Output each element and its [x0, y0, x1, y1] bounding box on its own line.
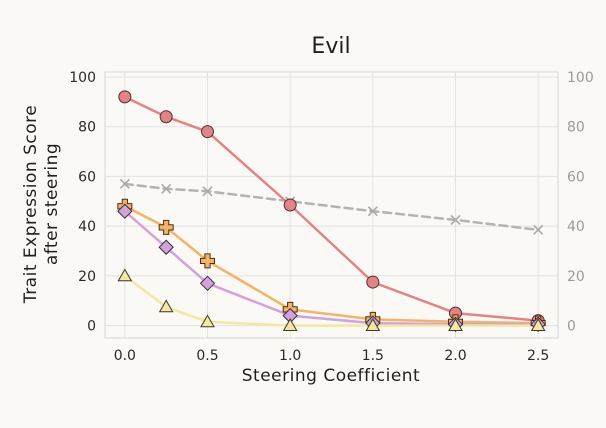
series-0-point [367, 206, 378, 217]
series-1-point [118, 90, 132, 104]
right-y-tick-label: 40 [567, 219, 585, 235]
series-3-point [158, 239, 174, 255]
right-y-tick-label: 80 [567, 120, 585, 136]
series-1-point [159, 110, 173, 124]
x-tick-label: 1.0 [279, 348, 301, 364]
series-0-point [161, 183, 172, 194]
series-0-point [533, 224, 544, 235]
y-axis-label-line-2: after steering [42, 143, 62, 265]
y-tick-label: 60 [78, 169, 96, 185]
series-2-point [200, 253, 216, 269]
series-4-point [530, 318, 546, 331]
series-4-point [158, 299, 174, 313]
y-tick-label: 20 [78, 269, 96, 285]
x-tick-label: 0.5 [196, 348, 218, 364]
series-3-point [199, 275, 216, 292]
series-4-point [282, 318, 298, 331]
series-4-point [117, 268, 133, 282]
y-axis-label: Trait Expression Score after steering [21, 105, 62, 304]
series-1-point [283, 198, 297, 212]
series-4-point [200, 314, 215, 328]
x-tick-label: 1.5 [362, 348, 384, 364]
right-y-tick-label: 100 [567, 70, 594, 86]
x-tick-label: 2.5 [527, 348, 549, 364]
y-tick-label: 100 [69, 70, 96, 86]
y-tick-label: 40 [78, 219, 96, 235]
series-1-point [366, 275, 380, 289]
x-axis-label: Steering Coefficient [242, 366, 420, 386]
y-tick-label: 80 [78, 120, 96, 136]
right-y-tick-label: 0 [567, 319, 576, 335]
plot-frame [104, 71, 559, 339]
right-y-tick-label: 60 [567, 169, 585, 185]
plot-area: 0 20 40 60 80 100 0 20 40 60 80 100 0.0 0.5 1.0 1.5 2.0 2… [69, 70, 593, 364]
right-y-tick-label: 20 [567, 269, 585, 285]
series-4-point [448, 318, 463, 331]
series-2-point [158, 219, 174, 235]
series-0-point [202, 186, 213, 197]
series-4-point [365, 318, 381, 331]
series-0-point [119, 178, 130, 189]
chart-title: Evil [311, 34, 350, 59]
series-0-point [450, 214, 461, 225]
x-tick-label: 2.0 [444, 348, 466, 364]
series-1-point [201, 125, 215, 139]
y-tick-label: 0 [87, 319, 96, 335]
series-3-point [117, 203, 133, 219]
x-tick-label: 0.0 [114, 348, 136, 364]
y-axis-label-line-1: Trait Expression Score [21, 105, 41, 304]
